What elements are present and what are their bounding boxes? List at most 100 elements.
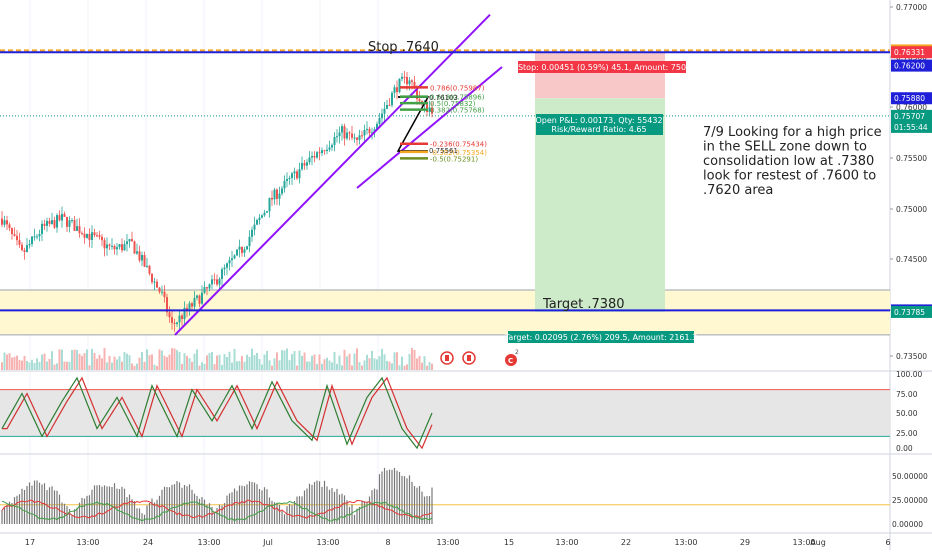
volume-bar [178,351,181,370]
volume-bar [93,352,96,370]
candle-body [293,171,296,174]
volume-bar [323,359,326,370]
adx-histogram-bar [96,485,98,524]
volume-bar [123,352,126,370]
events-icon[interactable]: C 2 [505,349,519,366]
consolidation-zone[interactable] [0,290,890,335]
time-tick-label: 17 [25,538,35,547]
candle-body [131,239,133,242]
adx-tick-label: 25.00000 [892,496,928,505]
candle-body [363,130,366,136]
adx-histogram-bar [193,493,196,524]
adx-histogram-bar [3,507,6,524]
volume-bar [346,356,348,370]
volume-bar [388,361,391,370]
volume-bar [31,359,33,370]
adx-histogram-bar [228,493,231,524]
adx-histogram-bar [283,514,286,524]
candle-body [223,267,226,270]
candle-body [196,295,198,298]
volume-bar [61,349,63,370]
candle-body [208,284,211,289]
price-badge [891,120,932,133]
candle-body [38,234,41,237]
volume-bar [226,356,228,370]
volume-bar [216,355,218,370]
adx-histogram-bar [223,503,226,524]
volume-bar [228,351,231,370]
candle-body [116,247,118,250]
volume-bar [386,360,388,370]
candle-body [316,152,318,158]
volume-bar [126,353,128,370]
adx-histogram-bar [151,498,153,524]
uptrend-line-upper[interactable] [356,66,503,189]
note-line: look for restest of .7600 to [703,169,876,184]
adx-histogram-bar [158,495,161,524]
adx-histogram-bar [186,486,188,524]
volume-bar [128,355,131,370]
candle-body [128,239,131,242]
candle-body [343,126,346,139]
volume-bar [288,360,291,370]
adx-histogram-bar [171,484,173,524]
volume-bar [418,356,421,370]
volume-bar [46,361,48,370]
adx-histogram-bar [321,486,323,524]
stop-annotation[interactable]: Stop .7640 [368,40,439,55]
canada-flag-icon-2[interactable] [462,351,476,365]
volume-bar [138,357,141,370]
volume-bar [343,349,346,370]
indicators-layer [0,376,890,524]
adx-histogram-bar [6,504,8,524]
uptrend-line[interactable] [174,14,491,336]
adx-histogram-bar [61,502,63,524]
volume-bar [53,364,56,370]
adx-histogram-bar [163,486,166,524]
stop-label-text: Stop: 0.00451 (0.59%) 45.1, Amount: 750 [518,63,686,72]
candle-body [36,236,38,238]
volume-bar [253,355,256,370]
candle-body [33,236,36,238]
adx-histogram-bar [378,474,381,524]
target-annotation[interactable]: Target .7380 [542,297,625,312]
adx-histogram-bar [136,508,138,524]
volume-bar [428,362,431,370]
volume-bar [91,348,93,370]
volume-bar [311,355,313,370]
adx-histogram-bar [326,486,328,524]
candle-body [91,232,93,240]
adx-histogram-bar [236,490,238,524]
adx-histogram-bar [91,489,93,524]
candles-layer [1,71,433,332]
volume-bar [181,364,183,370]
candle-body [56,215,58,228]
canada-flag-icon[interactable] [440,351,454,365]
adx-histogram-bar [258,489,261,524]
adx-histogram-bar [261,490,263,524]
adx-histogram-bar [173,484,176,524]
adx-histogram-bar [71,515,73,524]
adx-histogram-bar [58,494,61,524]
adx-histogram-bar [303,490,306,524]
volume-bar [186,355,188,370]
volume-bar [148,355,151,370]
volume-bar [321,363,323,370]
adx-histogram-bar [178,482,181,524]
adx-histogram-bar [411,481,413,524]
volume-bar [266,350,268,370]
candle-body [426,102,428,112]
volume-bar [361,365,363,370]
volume-bar [366,354,368,370]
stop-zone[interactable] [535,52,665,99]
adx-histogram-bar [396,470,398,524]
candle-body [206,287,208,289]
volume-bar [421,362,423,370]
candle-body [171,317,173,323]
candle-body [166,297,168,313]
note-annotation[interactable]: 7/9 Looking for a high price in the SELL … [703,125,882,198]
volume-bar [298,350,301,370]
adx-histogram-bar [41,484,43,524]
adx-histogram-bar [8,501,11,524]
